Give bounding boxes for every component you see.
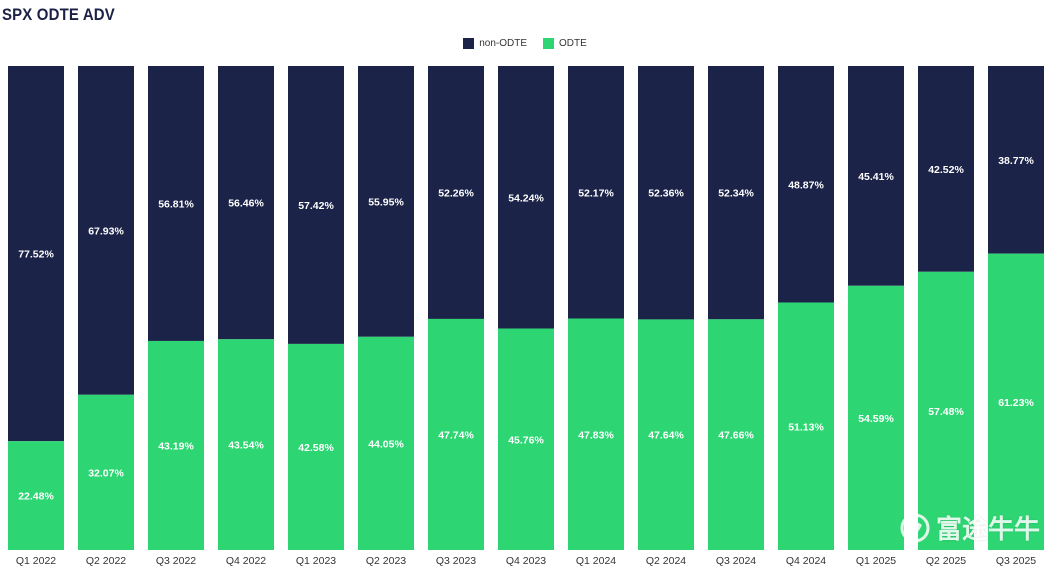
bull-logo-icon (900, 513, 930, 542)
data-label-non-odte: 48.87% (788, 179, 824, 191)
legend-label-odte: ODTE (559, 38, 587, 49)
data-label-odte: 51.13% (788, 421, 824, 433)
bar-non-odte (78, 66, 134, 395)
data-label-non-odte: 52.34% (718, 188, 754, 200)
x-tick-label: Q2 2025 (926, 555, 966, 566)
bar-odte (638, 319, 694, 550)
bar-non-odte (638, 66, 694, 320)
data-label-non-odte: 38.77% (998, 155, 1034, 167)
data-label-non-odte: 45.41% (858, 171, 894, 183)
data-label-odte: 47.74% (438, 429, 474, 441)
data-label-odte: 43.54% (228, 440, 264, 452)
bar-non-odte (8, 66, 64, 442)
data-label-odte: 47.83% (578, 429, 614, 441)
bar-non-odte (708, 66, 764, 320)
bar-non-odte (288, 66, 344, 344)
data-label-non-odte: 55.95% (368, 196, 404, 208)
data-label-non-odte: 42.52% (928, 164, 964, 176)
data-label-non-odte: 56.81% (158, 198, 194, 210)
bar-odte (428, 318, 484, 550)
x-tick-label: Q2 2022 (86, 555, 126, 566)
bar-non-odte (778, 66, 834, 303)
bar-odte (218, 339, 274, 550)
legend-label-non-odte: non-ODTE (479, 38, 527, 49)
bar-non-odte (428, 66, 484, 319)
bar-odte (778, 302, 834, 550)
bar-odte (568, 318, 624, 550)
data-label-odte: 57.48% (928, 406, 964, 418)
x-tick-label: Q4 2022 (226, 555, 266, 566)
bar-non-odte (988, 66, 1044, 254)
data-label-odte: 42.58% (298, 442, 334, 454)
data-label-non-odte: 54.24% (508, 192, 544, 204)
data-label-non-odte: 57.42% (298, 200, 334, 212)
x-tick-label: Q2 2023 (366, 555, 406, 566)
bar-odte (988, 253, 1044, 551)
bar-odte (498, 328, 554, 550)
data-label-non-odte: 52.17% (578, 187, 614, 199)
chart-title: SPX ODTE ADV (2, 5, 115, 24)
x-tick-label: Q1 2025 (856, 555, 896, 566)
data-label-odte: 43.19% (158, 440, 194, 452)
legend-item-odte: ODTE (543, 38, 587, 49)
data-label-odte: 61.23% (998, 397, 1034, 409)
x-tick-label: Q1 2023 (296, 555, 336, 566)
bar-odte (148, 340, 204, 550)
bar-non-odte (848, 66, 904, 286)
bar-odte (358, 336, 414, 550)
watermark-text: 富途牛牛 (935, 515, 1040, 545)
data-label-non-odte: 77.52% (18, 249, 54, 261)
bar-odte (708, 319, 764, 550)
bar-non-odte (918, 66, 974, 272)
data-label-odte: 45.76% (508, 434, 544, 446)
x-tick-label: Q4 2023 (506, 555, 546, 566)
bar-non-odte (568, 66, 624, 319)
legend-swatch-non-odte (463, 38, 475, 49)
x-tick-label: Q2 2024 (646, 555, 686, 566)
watermark: 富途牛牛 (900, 509, 1040, 546)
x-tick-label: Q1 2022 (16, 555, 56, 566)
legend-item-non-odte: non-ODTE (463, 38, 527, 49)
data-label-non-odte: 67.93% (88, 225, 124, 237)
data-label-odte: 22.48% (18, 491, 54, 503)
bar-odte (288, 343, 344, 550)
x-tick-label: Q3 2022 (156, 555, 196, 566)
chart-legend: non-ODTE ODTE (0, 38, 1050, 49)
data-label-non-odte: 52.36% (648, 188, 684, 200)
data-label-odte: 47.66% (718, 430, 754, 442)
data-label-odte: 44.05% (368, 438, 404, 450)
bar-odte (78, 394, 134, 550)
bar-odte (918, 271, 974, 550)
data-label-non-odte: 52.26% (438, 187, 474, 199)
data-label-odte: 47.64% (648, 430, 684, 442)
data-label-non-odte: 56.46% (228, 198, 264, 210)
bar-non-odte (148, 66, 204, 341)
bar-non-odte (498, 66, 554, 329)
data-label-odte: 32.07% (88, 467, 124, 479)
legend-swatch-odte (543, 38, 554, 49)
x-tick-label: Q4 2024 (786, 555, 826, 566)
bar-odte (848, 285, 904, 550)
bar-non-odte (358, 66, 414, 337)
data-label-odte: 54.59% (858, 413, 894, 425)
x-tick-label: Q1 2024 (576, 555, 616, 566)
bar-non-odte (218, 66, 274, 340)
x-tick-label: Q3 2024 (716, 555, 756, 566)
x-tick-label: Q3 2023 (436, 555, 476, 566)
x-tick-label: Q3 2025 (996, 555, 1036, 566)
bar-odte (8, 441, 64, 550)
